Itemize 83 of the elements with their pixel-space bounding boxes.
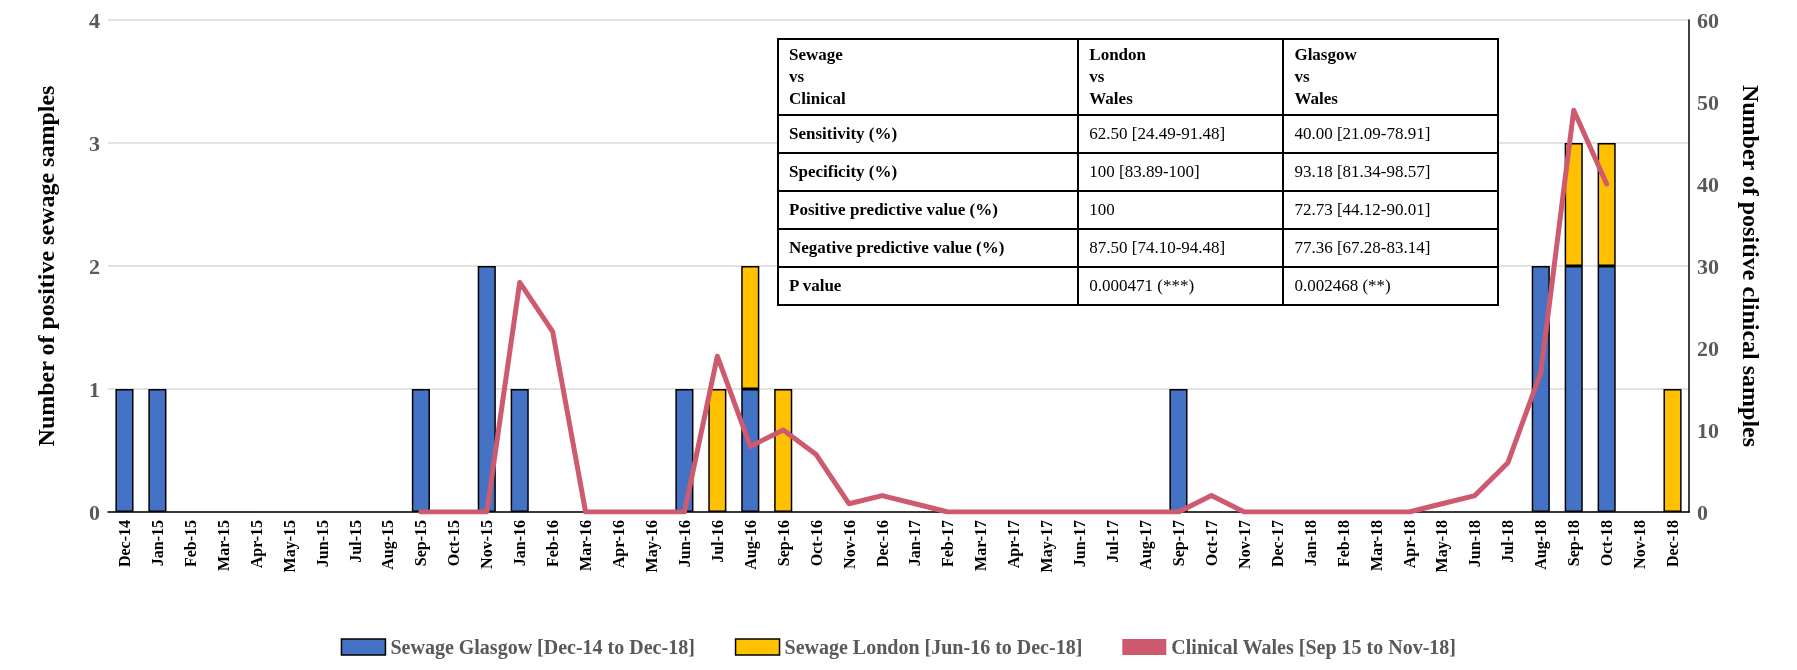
annotation: Glasgow vs Wales — [1283, 39, 1498, 116]
x-tick-label: Mar-18 — [1367, 520, 1385, 571]
x-tick-label: Apr-18 — [1400, 520, 1419, 569]
y-tick-label: 0 — [89, 499, 100, 525]
x-tick-label: Feb-15 — [181, 520, 199, 568]
y2-axis-title: Number of positive clinical samples — [1738, 84, 1764, 448]
annotation: 87.50 [74.10-94.48] — [1078, 229, 1284, 268]
x-tick-label: Feb-16 — [544, 520, 562, 568]
y2-tick-label: 30 — [1697, 253, 1719, 279]
x-tick-label: Jul-18 — [1499, 520, 1517, 563]
x-tick-label: Aug-17 — [1137, 520, 1156, 570]
y-tick-label: 3 — [89, 130, 100, 156]
x-tick-label: Jun-16 — [675, 520, 693, 568]
x-tick-label: Feb-17 — [939, 520, 957, 568]
x-tick-label: Nov-16 — [840, 520, 858, 569]
y-tick-label: 2 — [89, 253, 100, 279]
x-tick-label: Dec-18 — [1664, 520, 1682, 568]
x-tick-label: Apr-17 — [1005, 520, 1024, 569]
x-tick-label: Apr-16 — [610, 520, 629, 569]
x-tick-label: Feb-18 — [1334, 520, 1352, 568]
legend-label: Sewage London [Jun-16 to Dec-18] — [784, 636, 1083, 659]
x-tick-label: May-15 — [280, 520, 299, 573]
x-tick-label: Jul-16 — [708, 520, 726, 563]
x-tick-label: Sep-18 — [1565, 520, 1584, 567]
annotation: 0.002468 (**) — [1283, 267, 1498, 306]
annotation: Positive predictive value (%) — [778, 191, 1079, 230]
annotation: P value — [778, 267, 1079, 306]
annotation: 77.36 [67.28-83.14] — [1283, 229, 1498, 268]
y2-tick-label: 60 — [1697, 7, 1719, 33]
x-tick-label: Jan-18 — [1301, 520, 1319, 567]
x-tick-label: Jan-16 — [511, 520, 529, 567]
x-tick-label: Jan-17 — [906, 520, 924, 567]
annotation: 100 — [1078, 191, 1284, 230]
x-tick-label: Jan-15 — [148, 520, 166, 567]
x-tick-label: Jul-15 — [346, 520, 364, 563]
x-tick-label: Dec-14 — [115, 520, 133, 568]
legend-label: Sewage Glasgow [Dec-14 to Dec-18] — [390, 636, 695, 659]
x-tick-label: Aug-16 — [741, 520, 760, 570]
annotation: 100 [83.89-100] — [1078, 153, 1284, 192]
x-tick-label: Sep-17 — [1169, 520, 1188, 567]
x-tick-label: Mar-17 — [972, 520, 990, 571]
x-tick-label: Sep-16 — [774, 520, 793, 567]
y2-tick-label: 20 — [1697, 335, 1719, 361]
annotation: 72.73 [44.12-90.01] — [1283, 191, 1498, 230]
y2-tick-label: 0 — [1697, 499, 1708, 525]
annotation: 40.00 [21.09-78.91] — [1283, 115, 1498, 154]
x-tick-label: Jun-15 — [313, 520, 331, 568]
x-tick-label: Aug-15 — [379, 520, 398, 570]
x-tick-label: Mar-15 — [214, 520, 232, 571]
x-tick-label: Nov-15 — [478, 520, 496, 569]
x-tick-label: Nov-17 — [1235, 520, 1253, 569]
y-tick-label: 1 — [89, 376, 100, 402]
x-tick-label: Aug-18 — [1532, 520, 1551, 570]
x-tick-label: Jun-18 — [1466, 520, 1484, 568]
y-tick-label: 4 — [89, 7, 100, 33]
x-tick-label: Oct-18 — [1598, 520, 1616, 567]
x-tick-label: Sep-15 — [412, 520, 431, 567]
annotation: Specificity (%) — [778, 153, 1079, 192]
annotation: 62.50 [24.49-91.48] — [1078, 115, 1284, 154]
x-tick-label: Oct-15 — [445, 520, 463, 567]
y2-tick-label: 10 — [1697, 417, 1719, 443]
annotation: Sewage vs Clinical — [778, 39, 1079, 116]
annotation: Sensitivity (%) — [778, 115, 1079, 154]
x-tick-label: May-16 — [642, 520, 661, 573]
annotation: 0.000471 (***) — [1078, 267, 1284, 306]
x-tick-label: Oct-17 — [1202, 520, 1220, 567]
x-tick-label: Oct-16 — [807, 520, 825, 567]
annotation: Negative predictive value (%) — [778, 229, 1079, 268]
x-tick-label: Jul-17 — [1104, 520, 1122, 563]
x-tick-label: May-17 — [1038, 520, 1057, 573]
x-tick-label: Dec-16 — [873, 520, 891, 568]
annotation: London vs Wales — [1078, 39, 1284, 116]
y2-tick-label: 40 — [1697, 171, 1719, 197]
y-axis-title: Number of positive sewage samples — [33, 85, 59, 447]
x-tick-label: Dec-17 — [1268, 520, 1286, 568]
x-tick-label: May-18 — [1433, 520, 1452, 573]
x-tick-label: Jun-17 — [1071, 520, 1089, 568]
y2-tick-label: 50 — [1697, 89, 1719, 115]
legend-label: Clinical Wales [Sep 15 to Nov-18] — [1171, 636, 1456, 659]
annotation: 93.18 [81.34-98.57] — [1283, 153, 1498, 192]
x-tick-label: Mar-16 — [577, 520, 595, 571]
x-tick-label: Apr-15 — [247, 520, 266, 569]
x-tick-label: Nov-18 — [1631, 520, 1649, 569]
